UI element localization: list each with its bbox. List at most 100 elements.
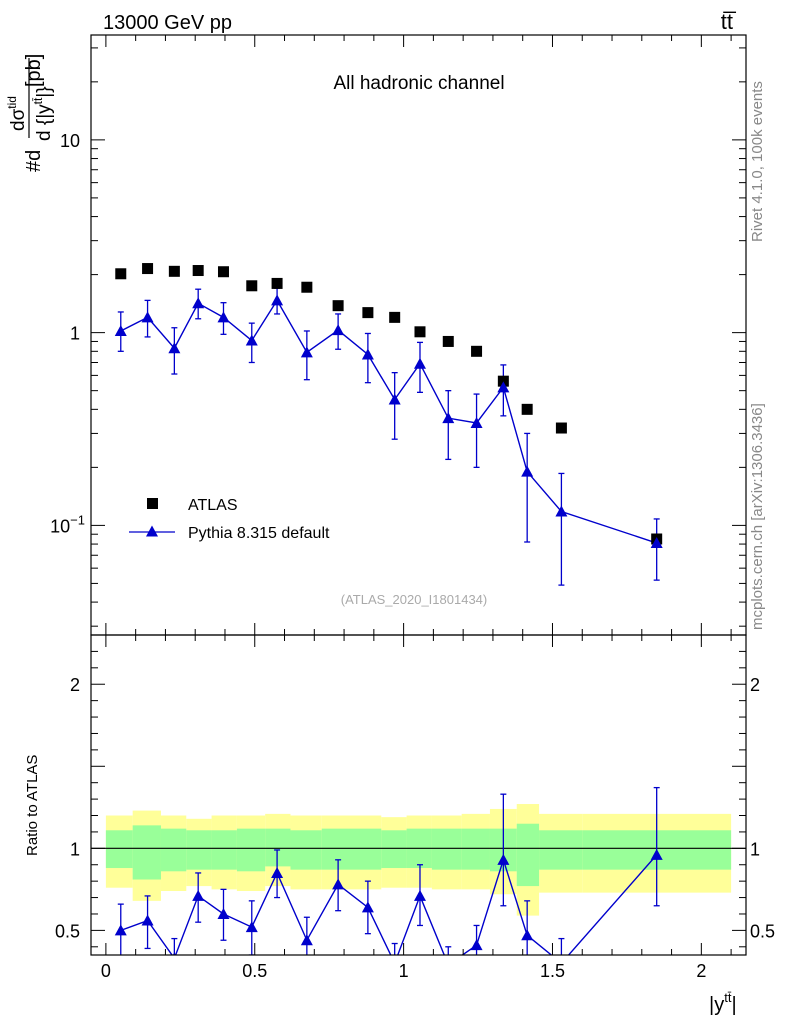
ratio-pythia-line: [120, 854, 658, 955]
plot-title: All hadronic channel: [333, 73, 504, 94]
svg-text:dσtid: dσtid: [5, 96, 29, 131]
atlas-point: [115, 268, 127, 280]
y-tick-label: 1: [70, 324, 80, 344]
atlas-point: [246, 280, 258, 292]
atlas-point: [192, 265, 204, 277]
side-rivet-info: Rivet 4.1.0, 100k events: [749, 81, 766, 242]
atlas-point: [301, 281, 313, 293]
svg-text:[pb]: [pb]: [23, 54, 45, 87]
pythia-point: [650, 537, 663, 549]
main-ylabel-unit: [pb]: [23, 54, 45, 87]
svg-text:Ratio to ATLAS: Ratio to ATLAS: [24, 755, 41, 856]
ratio-pythia-point: [217, 907, 230, 919]
band-green: [539, 830, 583, 870]
ratio-pythia-point: [442, 959, 454, 970]
ratio-pythia-point: [271, 866, 284, 878]
band-green: [321, 828, 353, 870]
band-green: [353, 828, 382, 870]
x-tick-label: 1.5: [540, 961, 565, 981]
pythia-line: [120, 299, 657, 544]
ratio-pythia-point: [172, 952, 176, 955]
pythia-point: [555, 505, 568, 517]
x-tick-label: 0: [101, 961, 111, 981]
band-green: [105, 830, 133, 869]
analysis-watermark: (ATLAS_2020_I1801434): [341, 592, 487, 607]
ratio-pythia-point: [114, 924, 127, 936]
ratio-y-tick-label-right: 1: [750, 839, 760, 859]
legend-pythia-label: Pythia 8.315 default: [188, 525, 330, 542]
ratio-pythia-point: [497, 853, 510, 865]
band-green: [211, 830, 237, 870]
svg-text:d {|ytt̄|}: d {|ytt̄|}: [31, 86, 55, 141]
band-green: [290, 830, 322, 870]
ratio-pythia-point: [192, 889, 205, 901]
ratio-frame: [90, 634, 747, 956]
ratio-pythia-point: [141, 914, 154, 926]
atlas-point: [389, 311, 401, 323]
band-green: [431, 828, 462, 870]
band-green: [160, 828, 187, 872]
atlas-point: [217, 266, 229, 278]
pythia-point: [332, 324, 345, 336]
pythia-point: [442, 412, 455, 424]
ratio-pythia-point: [470, 939, 483, 951]
legend: ATLAS Pythia 8.315 default: [129, 497, 330, 542]
band-green: [381, 830, 407, 869]
ratio-ylabel: Ratio to ATLAS: [24, 755, 41, 856]
atlas-point: [414, 326, 426, 338]
band-green: [461, 828, 490, 870]
ratio-pythia-point: [521, 929, 534, 941]
atlas-point: [471, 345, 483, 357]
ratio-pythia-point: [245, 921, 258, 933]
band-green: [132, 825, 161, 880]
pythia-point: [141, 311, 154, 323]
band-green: [186, 830, 212, 870]
legend-atlas-marker: [147, 498, 158, 509]
ratio-y-tick-label-right: 0.5: [750, 921, 775, 941]
y-tick-label: 10−1: [50, 512, 85, 536]
svg-text:Rivet 4.1.0, 100k events: Rivet 4.1.0, 100k events: [749, 81, 766, 242]
legend-pythia-marker: [146, 525, 158, 537]
main-ylabel: #d: [23, 150, 45, 172]
atlas-point: [521, 403, 533, 415]
header-left: 13000 GeV pp: [103, 12, 232, 34]
pythia-point: [114, 324, 127, 336]
ratio-pythia-point: [361, 901, 374, 913]
ratio-y-tick-label-right: 2: [750, 675, 760, 695]
ratio-y-tick-label: 1: [70, 839, 80, 859]
pythia-point: [217, 311, 230, 323]
band-green: [265, 828, 291, 867]
band-green: [236, 828, 266, 872]
main-ylabel-denominator: d {|ytt̄|}: [31, 86, 55, 141]
pythia-point: [192, 297, 205, 309]
ratio-y-tick-label: 2: [70, 675, 80, 695]
pythia-point: [361, 348, 374, 360]
svg-text:#d: #d: [23, 150, 45, 172]
pythia-point: [413, 357, 426, 369]
main-panel: 10−1 1 10 All hadronic channel (ATLAS_2020…: [5, 34, 747, 636]
side-mcplots-info: mcplots.cern.ch [arXiv:1306.3436]: [749, 403, 766, 630]
ratio-pythia-point: [300, 934, 313, 946]
atlas-point: [271, 277, 283, 289]
pythia-point: [388, 393, 401, 405]
band-green: [516, 823, 540, 887]
atlas-point: [168, 265, 180, 277]
main-ylabel-fraction: dσtid: [5, 96, 29, 131]
legend-atlas-label: ATLAS: [188, 497, 238, 514]
atlas-point: [497, 375, 509, 387]
ratio-pythia-point: [332, 878, 345, 890]
ratio-y-tick-label: 0.5: [55, 921, 80, 941]
pythia-point: [497, 381, 510, 393]
atlas-point: [362, 307, 374, 319]
pythia-point: [470, 416, 483, 428]
header-right: tt̅: [721, 9, 737, 34]
x-tick-label: 2: [696, 961, 706, 981]
pythia-point: [521, 465, 534, 477]
svg-text:mcplots.cern.ch [arXiv:1306.34: mcplots.cern.ch [arXiv:1306.3436]: [749, 403, 766, 630]
atlas-point: [442, 335, 454, 347]
x-tick-label: 0.5: [242, 961, 267, 981]
atlas-point: [555, 422, 567, 434]
ratio-panel: 0.5 0.5 1 1 2 2 0 0.5 1 1.5 2 Ratio to ATLAS |ytt̄…: [24, 634, 775, 1016]
atlas-point: [142, 263, 154, 275]
